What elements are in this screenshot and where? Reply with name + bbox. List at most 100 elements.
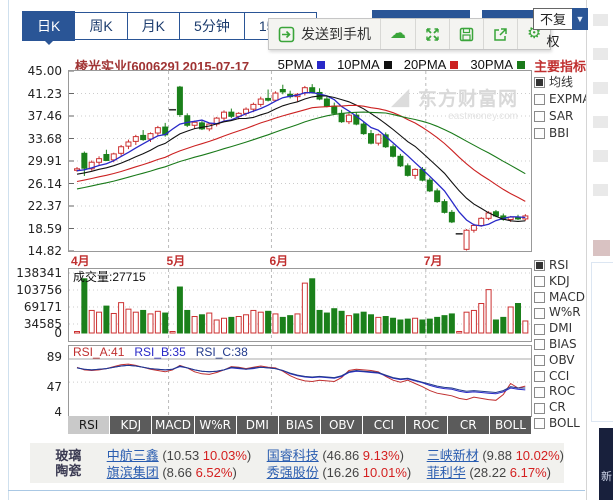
period-tab-2[interactable]: 月K	[127, 12, 181, 40]
share-button[interactable]	[484, 19, 518, 49]
price-axis-tick: 18.59	[27, 221, 62, 236]
stock-link[interactable]: 三峡新材	[426, 448, 479, 463]
indicator-tab-DMI[interactable]: DMI	[236, 416, 278, 434]
checkbox-icon[interactable]	[534, 260, 545, 272]
sub-checkbox-W%R[interactable]: W%R	[534, 305, 585, 321]
checkbox-icon[interactable]	[534, 94, 545, 105]
paren: )	[246, 448, 252, 463]
send-to-phone-button[interactable]: 发送到手机	[269, 19, 381, 49]
checkbox-icon[interactable]	[534, 77, 545, 88]
checkbox-label: EXPMA	[549, 92, 591, 106]
indicator-tab-MACD[interactable]: MACD	[152, 416, 194, 434]
sub-checkbox-BOLL[interactable]: BOLL	[534, 416, 585, 432]
volume-axis-tick: 69171	[23, 300, 62, 314]
legend-item-30PMA: 30PMA	[470, 57, 525, 72]
overlay-checkbox-EXPMA[interactable]: EXPMA	[534, 91, 591, 108]
rsi-chart	[69, 346, 531, 416]
overlay-checkbox-SAR[interactable]: SAR	[534, 108, 591, 125]
volume-axis-tick: 103756	[16, 283, 62, 297]
sub-checkbox-OBV[interactable]: OBV	[534, 353, 585, 369]
overlay-checkbox-均线[interactable]: 均线	[534, 74, 591, 91]
cloud-icon: ☁	[390, 25, 406, 42]
kline-pane	[68, 70, 532, 252]
volume-chart	[69, 269, 531, 341]
volume-axis-tick: 0	[54, 326, 62, 340]
price-axis-tick: 14.82	[27, 244, 62, 258]
period-tab-1[interactable]: 周K	[75, 12, 128, 40]
checkbox-icon[interactable]	[534, 339, 545, 351]
indicator-tab-KDJ[interactable]: KDJ	[110, 416, 152, 434]
sub-checkbox-BIAS[interactable]: BIAS	[534, 337, 585, 353]
legend-label: 30PMA	[470, 57, 513, 72]
checkbox-icon[interactable]	[534, 291, 545, 303]
indicator-tab-BOLL[interactable]: BOLL	[489, 416, 532, 434]
rsi-a-label: RSI_A:41	[73, 345, 125, 359]
send-to-phone-icon	[278, 26, 295, 42]
checkbox-icon[interactable]	[534, 402, 545, 414]
stock-change-pct: 10.02%	[515, 448, 560, 463]
price-axis-tick: 33.68	[27, 131, 62, 146]
stock-price: (9.88	[478, 448, 516, 463]
cutoff-text-fragment	[593, 48, 608, 60]
sub-checkbox-KDJ[interactable]: KDJ	[534, 274, 585, 290]
candlestick-chart	[69, 71, 531, 251]
checkbox-icon[interactable]	[534, 355, 545, 367]
sub-checkbox-RSI[interactable]: RSI	[534, 258, 585, 274]
stock-price: (46.86	[318, 448, 363, 463]
sub-checkbox-MACD[interactable]: MACD	[534, 290, 585, 306]
checkbox-icon[interactable]	[534, 276, 545, 288]
indicator-tab-ROC[interactable]: ROC	[405, 416, 447, 434]
stock-link[interactable]: 秀强股份	[266, 465, 319, 480]
indicator-tab-OBV[interactable]: OBV	[321, 416, 363, 434]
indicator-tab-BIAS[interactable]: BIAS	[278, 416, 321, 434]
stock-price: (8.66	[158, 465, 196, 480]
paren: )	[559, 448, 564, 463]
stock-link[interactable]: 旗滨集团	[106, 465, 159, 480]
indicator-tab-CCI[interactable]: CCI	[363, 416, 405, 434]
checkbox-icon[interactable]	[534, 418, 545, 430]
price-axis-tick: 41.23	[27, 86, 62, 101]
save-button[interactable]	[450, 19, 484, 49]
period-tab-3[interactable]: 5分钟	[180, 12, 245, 40]
checkbox-icon[interactable]	[534, 128, 545, 139]
checkbox-icon[interactable]	[534, 111, 545, 122]
cutoff-text-fragment	[593, 150, 608, 162]
stock-link[interactable]: 国睿科技	[266, 448, 319, 463]
checkbox-label: KDJ	[549, 273, 570, 288]
cloud-button[interactable]: ☁	[381, 19, 416, 49]
indicator-tab-RSI[interactable]: RSI	[68, 416, 110, 434]
fullscreen-button[interactable]	[416, 19, 450, 49]
indicator-tab-CR[interactable]: CR	[447, 416, 489, 434]
checkbox-label: BBI	[549, 126, 570, 140]
legend-label: 10PMA	[337, 57, 380, 72]
sector-stocks: 中航三鑫 (10.53 10.03%) 三峡新材 (9.88 10.02%) 秀强股…	[107, 446, 564, 480]
checkbox-icon[interactable]	[534, 307, 545, 319]
checkbox-label: SAR	[549, 109, 574, 123]
price-adjust-dropdown[interactable]: 不复权 ▼	[533, 8, 588, 49]
indicator-tab-W%R[interactable]: W%R	[194, 416, 236, 434]
checkbox-label: W%R	[549, 305, 581, 320]
sub-checkbox-DMI[interactable]: DMI	[534, 321, 585, 337]
checkbox-icon[interactable]	[534, 323, 545, 335]
overlay-checkbox-BBI[interactable]: BBI	[534, 125, 591, 142]
chevron-down-icon[interactable]: ▼	[572, 8, 588, 30]
month-axis-label: 6月	[269, 254, 289, 268]
cutoff-ad-image: 新	[599, 428, 613, 500]
checkbox-label: CR	[549, 400, 566, 415]
sub-checkbox-ROC[interactable]: ROC	[534, 384, 585, 400]
stock-quote: 菲利华 (28.22 6.17%)	[427, 462, 564, 481]
volume-axis-tick: 34585	[23, 317, 62, 331]
paren: )	[399, 448, 405, 463]
checkbox-icon[interactable]	[534, 386, 545, 398]
stock-link[interactable]: 菲利华	[426, 465, 466, 480]
sub-checkbox-CCI[interactable]: CCI	[534, 369, 585, 385]
legend-swatch	[450, 60, 459, 69]
legend-label: 20PMA	[403, 57, 447, 72]
period-tab-0[interactable]: 日K	[22, 11, 76, 45]
indicator-tab-bar: RSI KDJ MACD W%R DMI BIAS OBV CCI ROC CR BOLL	[68, 416, 532, 434]
legend-item-20PMA: 20PMA	[404, 57, 459, 72]
stock-link[interactable]: 中航三鑫	[106, 448, 159, 463]
sub-checkbox-CR[interactable]: CR	[534, 400, 585, 416]
checkbox-icon[interactable]	[534, 370, 545, 382]
